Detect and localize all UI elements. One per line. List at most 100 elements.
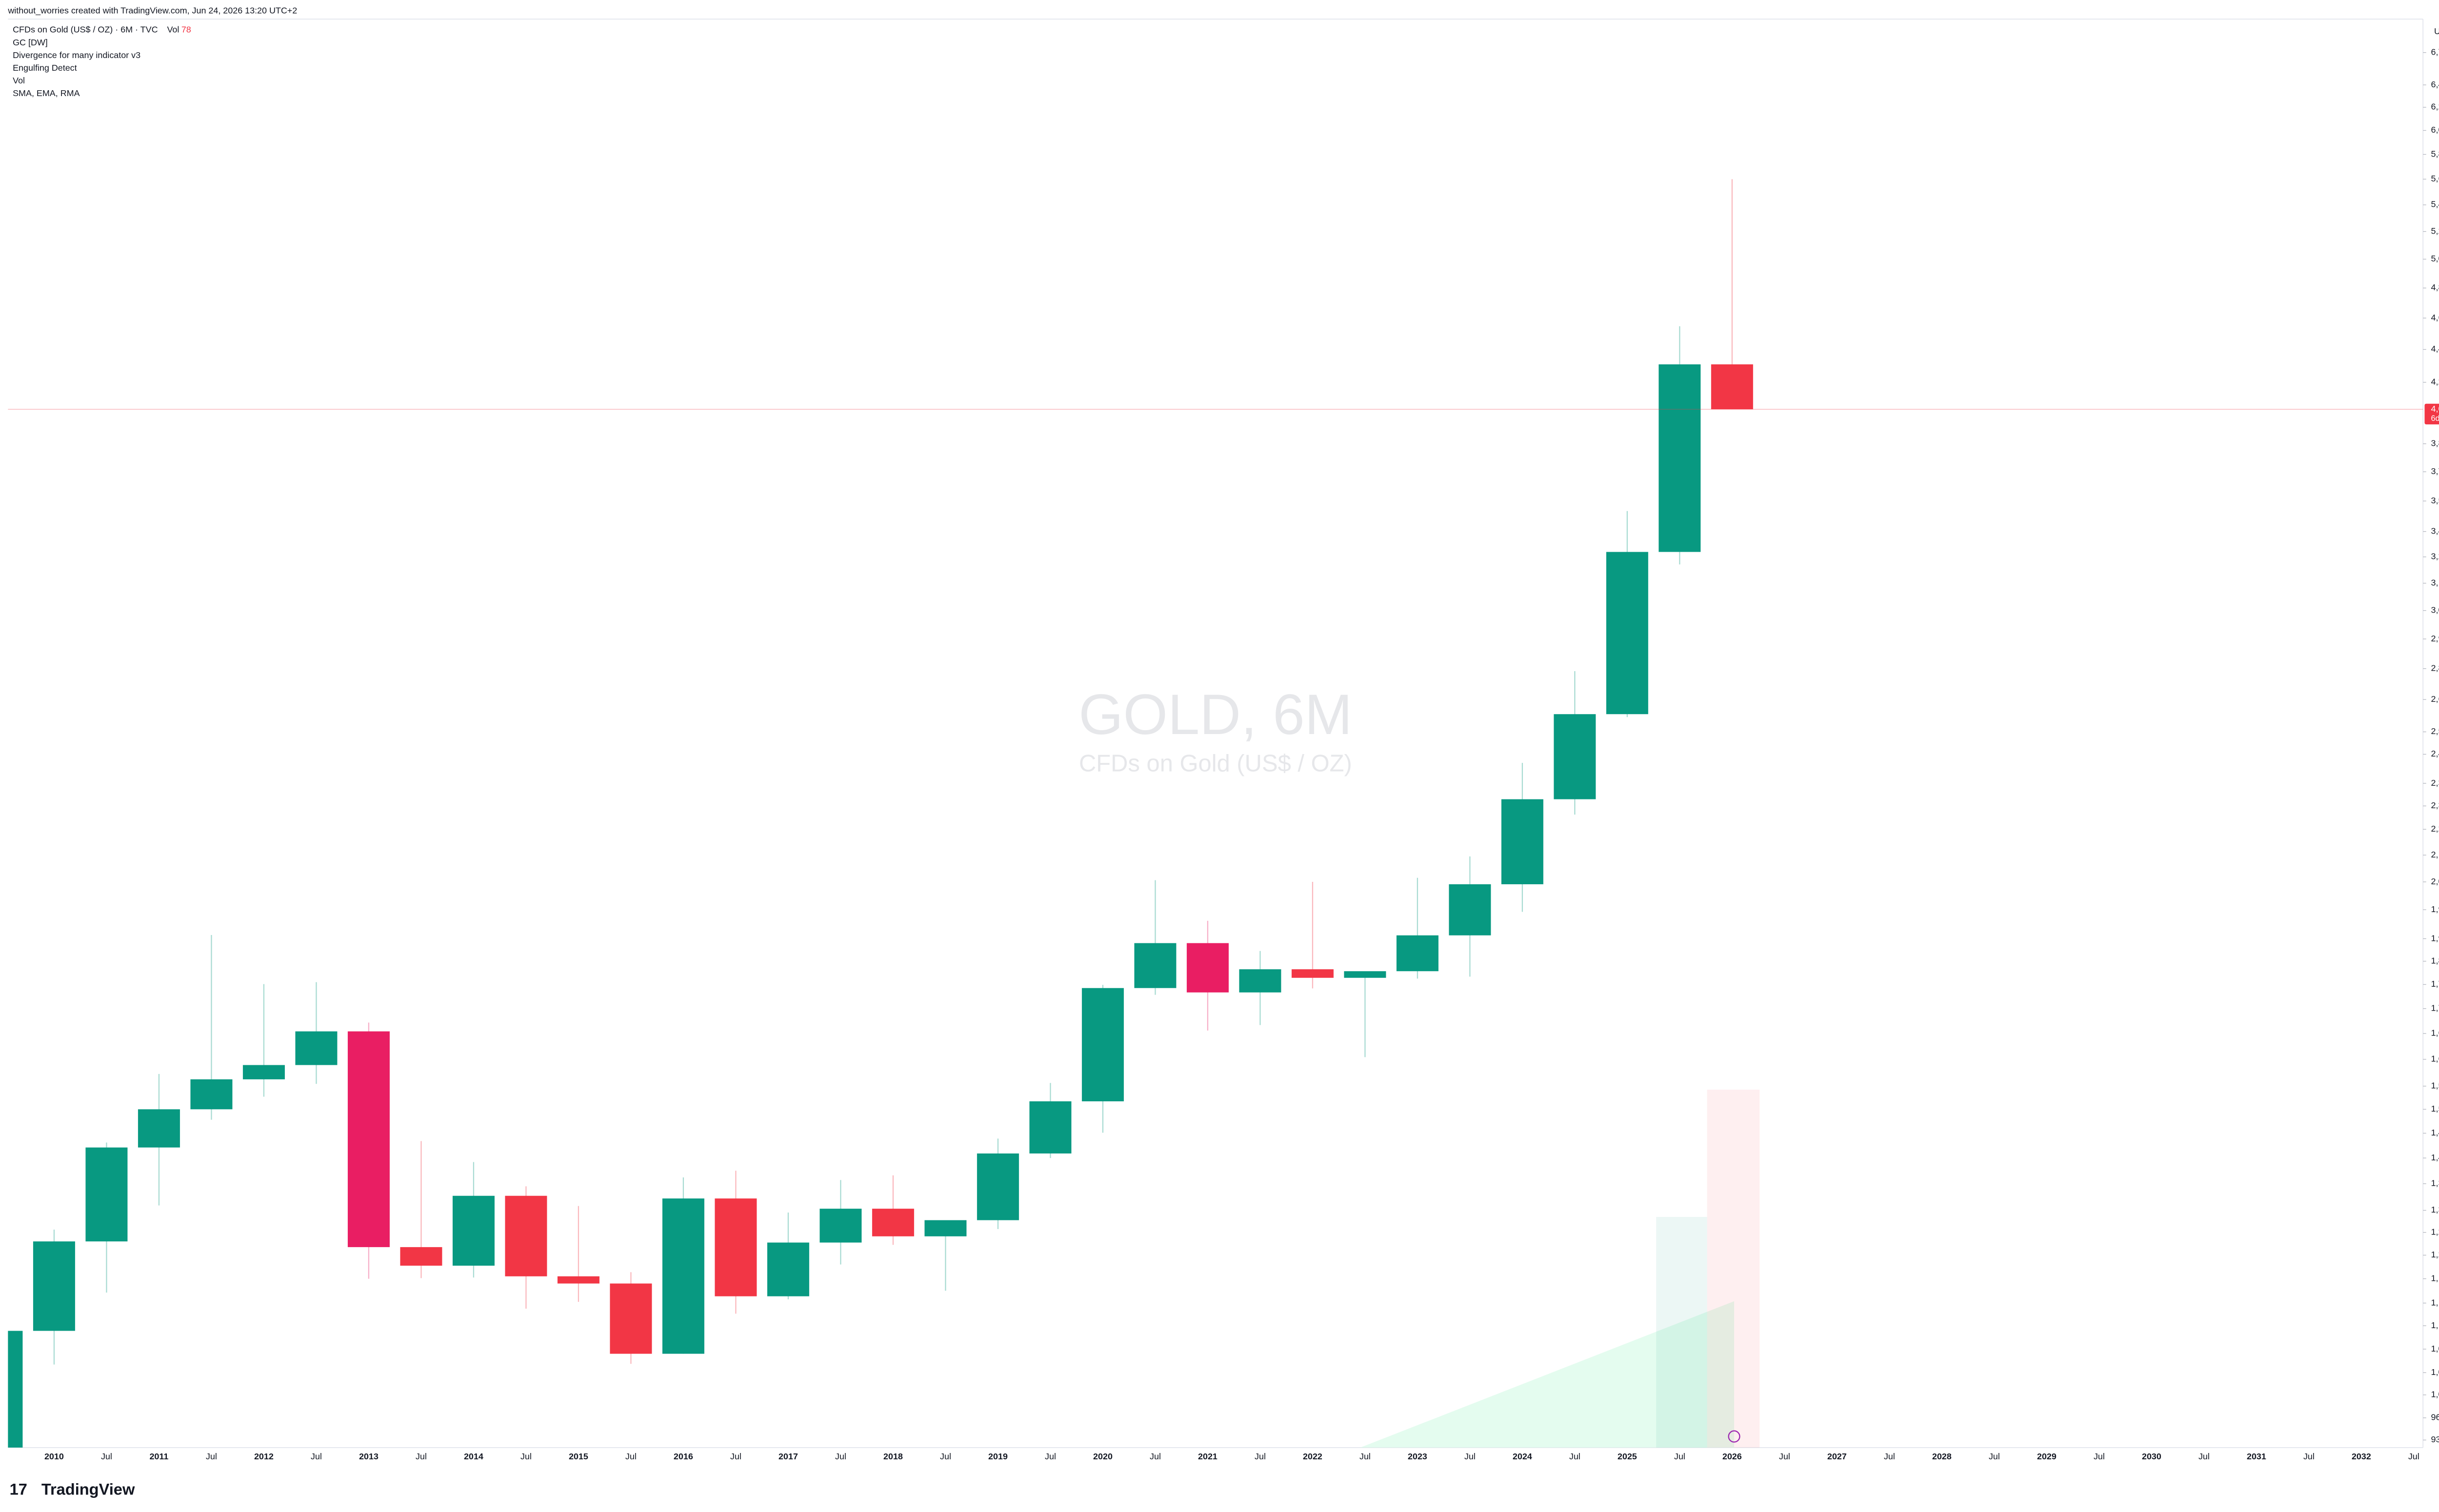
legend-vol-value: 78 bbox=[181, 25, 191, 35]
x-tick-label: Jul bbox=[1359, 1452, 1371, 1461]
y-tick-label: 3,400.000 bbox=[2431, 526, 2439, 536]
watermark: GOLD, 6M bbox=[1079, 682, 1352, 746]
legend: CFDs on Gold (US$ / OZ) · 6M · TVC GC [DW… bbox=[13, 25, 191, 98]
y-tick-label: 1,140.000 bbox=[2431, 1297, 2439, 1307]
y-tick-label: 3,040.000 bbox=[2431, 605, 2439, 615]
y-tick-label: 1,220.000 bbox=[2431, 1250, 2439, 1259]
y-tick-label: 6,200.000 bbox=[2431, 102, 2439, 112]
x-tick-label: 2011 bbox=[149, 1452, 168, 1461]
y-tick-label: 3,550.000 bbox=[2431, 496, 2439, 505]
y-tick-label: 969.000 bbox=[2431, 1413, 2439, 1422]
y-tick-label: 3,280.000 bbox=[2431, 551, 2439, 561]
y-tick-label: 2,800.000 bbox=[2431, 663, 2439, 673]
candle-body bbox=[1501, 799, 1543, 884]
candle-body bbox=[1554, 714, 1596, 799]
y-tick-label: 5,200.000 bbox=[2431, 226, 2439, 236]
y-tick-label: 2,230.000 bbox=[2431, 824, 2439, 834]
candle-body bbox=[33, 1241, 75, 1331]
x-tick-label: 2022 bbox=[1303, 1452, 1322, 1461]
watermark-sub: CFDs on Gold (US$ / OZ) bbox=[1079, 751, 1352, 777]
candle-body bbox=[1081, 988, 1124, 1102]
x-tick-label: Jul bbox=[1884, 1452, 1895, 1461]
y-tick-label: 1,500.000 bbox=[2431, 1104, 2439, 1114]
y-tick-label: 2,070.000 bbox=[2431, 876, 2439, 886]
candle-body bbox=[8, 1331, 23, 1448]
x-tick-label: 2015 bbox=[569, 1452, 588, 1461]
y-tick-label: 1,730.000 bbox=[2431, 1003, 2439, 1013]
x-tick-label: 2019 bbox=[988, 1452, 1008, 1461]
last-price-countdown: 6d 10h bbox=[2431, 414, 2439, 423]
y-tick-label: 1,350.000 bbox=[2431, 1178, 2439, 1188]
x-tick-label: Jul bbox=[835, 1452, 846, 1461]
y-tick-label: 1,670.000 bbox=[2431, 1028, 2439, 1038]
x-tick-label: 2014 bbox=[464, 1452, 483, 1461]
last-price-label: 4,042.470 bbox=[2431, 404, 2439, 414]
x-tick-label: Jul bbox=[520, 1452, 532, 1461]
candle-body bbox=[85, 1147, 128, 1242]
x-tick-label: 2030 bbox=[2142, 1452, 2161, 1461]
x-tick-label: 2016 bbox=[674, 1452, 693, 1461]
candles bbox=[8, 179, 1753, 1448]
last-price-box bbox=[2424, 403, 2439, 425]
y-tick-label: 4,800.000 bbox=[2431, 282, 2439, 292]
y-tick-label: 1,450.000 bbox=[2431, 1128, 2439, 1137]
x-tick-label: 2025 bbox=[1618, 1452, 1637, 1461]
y-tick-label: 3,700.000 bbox=[2431, 466, 2439, 476]
x-tick-label: Jul bbox=[940, 1452, 951, 1461]
y-tick-label: 1,033.000 bbox=[2431, 1367, 2439, 1377]
legend-item: Vol bbox=[13, 76, 25, 85]
x-tick-label: Jul bbox=[1045, 1452, 1056, 1461]
y-tick-label: 4,200.000 bbox=[2431, 377, 2439, 387]
x-tick-label: 2031 bbox=[2247, 1452, 2266, 1461]
candle-body bbox=[557, 1276, 600, 1284]
y-tick-label: 5,000.000 bbox=[2431, 254, 2439, 263]
candle-body bbox=[1291, 969, 1334, 978]
x-tick-label: 2018 bbox=[883, 1452, 903, 1461]
candle-body bbox=[1606, 552, 1648, 715]
y-tick-label: 6,400.000 bbox=[2431, 80, 2439, 89]
candle-body bbox=[295, 1031, 338, 1065]
candle-body bbox=[242, 1065, 285, 1079]
y-tick-label: 1,990.000 bbox=[2431, 904, 2439, 914]
x-tick-label: 2026 bbox=[1722, 1452, 1742, 1461]
y-tick-label: 2,380.000 bbox=[2431, 778, 2439, 788]
y-tick-label: 5,800.000 bbox=[2431, 149, 2439, 159]
y-tick-label: 2,680.000 bbox=[2431, 694, 2439, 704]
event-icon[interactable] bbox=[1728, 1430, 1740, 1443]
y-tick-label: 3,850.000 bbox=[2431, 438, 2439, 448]
x-tick-label: Jul bbox=[206, 1452, 217, 1461]
y-tick-label: 6,700.000 bbox=[2431, 47, 2439, 57]
candle-body bbox=[452, 1195, 495, 1266]
legend-item: Engulfing Detect bbox=[13, 63, 77, 73]
legend-vol-label: Vol bbox=[167, 25, 179, 35]
x-tick-label: 2013 bbox=[359, 1452, 379, 1461]
logo: TradingView bbox=[41, 1480, 135, 1498]
x-tick-label: 2021 bbox=[1198, 1452, 1218, 1461]
x-tick-label: Jul bbox=[1674, 1452, 1685, 1461]
candle-body bbox=[767, 1242, 809, 1296]
candle-body bbox=[347, 1031, 390, 1247]
x-tick-label: 2029 bbox=[2037, 1452, 2057, 1461]
x-tick-label: 2027 bbox=[1827, 1452, 1847, 1461]
x-tick-label: Jul bbox=[2094, 1452, 2105, 1461]
x-tick-label: 2028 bbox=[1932, 1452, 1952, 1461]
y-tick-label: 1,850.000 bbox=[2431, 955, 2439, 965]
candle-body bbox=[1396, 935, 1439, 972]
candle-body bbox=[190, 1079, 233, 1110]
y-tick-label: 2,150.000 bbox=[2431, 850, 2439, 859]
candle-body bbox=[1186, 943, 1229, 993]
volume-zone bbox=[1656, 1217, 1707, 1448]
x-tick-label: Jul bbox=[1779, 1452, 1790, 1461]
volume-zone bbox=[1707, 1090, 1760, 1448]
candle-body bbox=[1134, 943, 1177, 988]
y-tick-label: 6,000.000 bbox=[2431, 125, 2439, 135]
candle-body bbox=[1344, 971, 1386, 978]
legend-item: SMA, EMA, RMA bbox=[13, 88, 80, 98]
x-tick-label: Jul bbox=[2408, 1452, 2419, 1461]
x-tick-label: 2024 bbox=[1513, 1452, 1532, 1461]
y-tick-label: 1,068.000 bbox=[2431, 1344, 2439, 1353]
y-tick-label: 1,610.000 bbox=[2431, 1054, 2439, 1064]
candle-body bbox=[505, 1195, 547, 1276]
y-tick-label: 2,560.000 bbox=[2431, 726, 2439, 736]
y-tick-label: 1,400.000 bbox=[2431, 1153, 2439, 1162]
